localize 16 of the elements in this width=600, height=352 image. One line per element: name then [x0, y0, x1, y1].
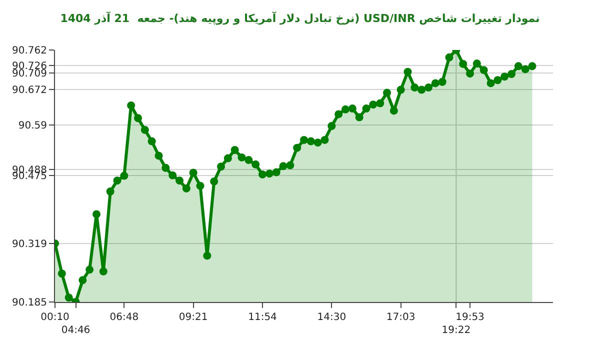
x-tick-label: 17:03: [386, 312, 416, 323]
x-tick-label: 19:53: [456, 312, 484, 323]
y-tick-label: 90.59: [18, 120, 47, 132]
y-tick-label: 90.475: [12, 170, 47, 182]
x-tick-label: 09:21: [178, 312, 208, 323]
x-tick-label: 00:10: [40, 312, 70, 323]
y-tick-label: 90.185: [12, 298, 47, 308]
chart-title: نمودار تغییرات شاخص USD/INR (نرخ تبادل دلار آمریکا و روپیه هند)- جمعه 21 آذر 1404: [60, 10, 540, 25]
x-tick-label: 19:22: [442, 325, 471, 336]
y-tick-label: 90.672: [12, 84, 47, 96]
x-tick-label: 11:54: [248, 312, 277, 323]
x-tick-label: 04:46: [61, 325, 90, 336]
y-tick-label: 90.319: [12, 238, 47, 250]
x-tick-label: 14:30: [317, 312, 346, 323]
x-tick-label: 06:48: [110, 312, 139, 323]
y-tick-label: 90.762: [12, 46, 47, 56]
